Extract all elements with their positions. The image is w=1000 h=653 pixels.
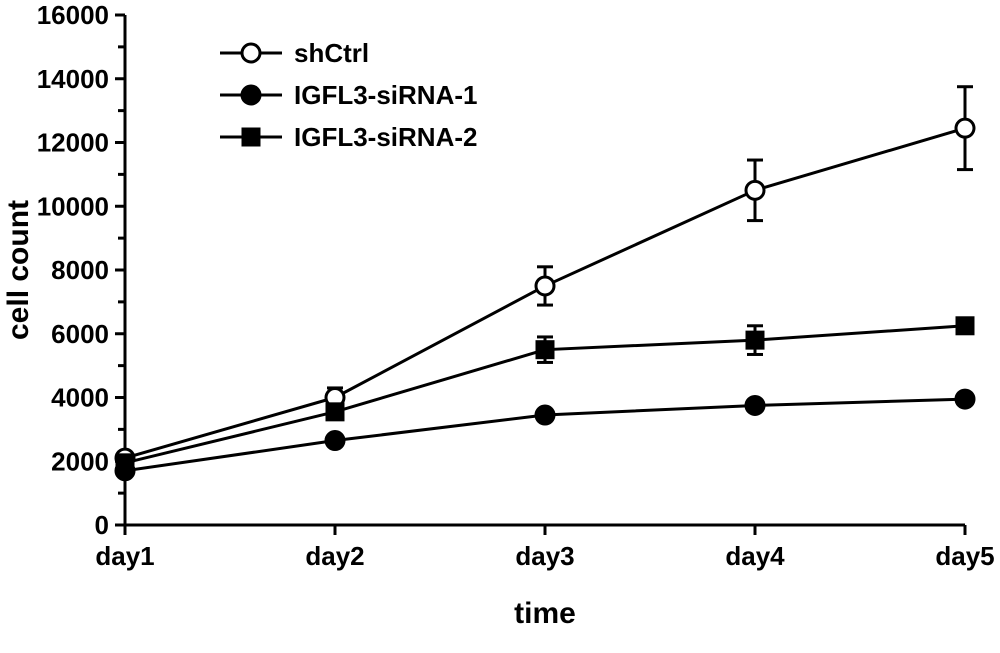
y-tick-label: 6000	[51, 319, 109, 349]
series-marker	[747, 332, 763, 348]
series-marker	[326, 432, 344, 450]
legend-label-igfl3_sirna_1: IGFL3-siRNA-1	[294, 80, 477, 110]
y-tick-label: 2000	[51, 446, 109, 476]
chart-svg: 0 2000 4000 6000 8000 10000 12000 14000 16000 day…	[0, 0, 1000, 653]
series-marker	[117, 455, 133, 471]
cell-count-line-chart: 0 2000 4000 6000 8000 10000 12000 14000 16000 day…	[0, 0, 1000, 653]
x-tick-label: day1	[95, 541, 154, 571]
series-marker	[746, 396, 764, 414]
y-tick-label: 12000	[37, 128, 109, 158]
y-tick-label: 10000	[37, 191, 109, 221]
series-marker	[327, 404, 343, 420]
y-tick-label: 0	[95, 510, 109, 540]
series-marker	[956, 390, 974, 408]
y-axis-title: cell count	[2, 200, 35, 340]
legend-label-shCtrl: shCtrl	[294, 38, 369, 68]
x-tick-label: day2	[305, 541, 364, 571]
y-tick-label: 8000	[51, 255, 109, 285]
series-marker	[956, 119, 974, 137]
series-marker	[536, 406, 554, 424]
series-marker	[957, 318, 973, 334]
series-marker	[243, 129, 259, 145]
y-tick-label: 16000	[37, 0, 109, 30]
series-marker	[746, 181, 764, 199]
series-marker	[536, 277, 554, 295]
x-tick-label: day5	[935, 541, 994, 571]
series-marker	[537, 342, 553, 358]
series-marker	[242, 86, 260, 104]
legend-label-igfl3_sirna_2: IGFL3-siRNA-2	[294, 122, 477, 152]
x-axis-title: time	[514, 597, 576, 630]
x-tick-label: day3	[515, 541, 574, 571]
series-marker	[242, 44, 260, 62]
y-tick-label: 14000	[37, 64, 109, 94]
x-tick-label: day4	[725, 541, 785, 571]
y-tick-label: 4000	[51, 383, 109, 413]
